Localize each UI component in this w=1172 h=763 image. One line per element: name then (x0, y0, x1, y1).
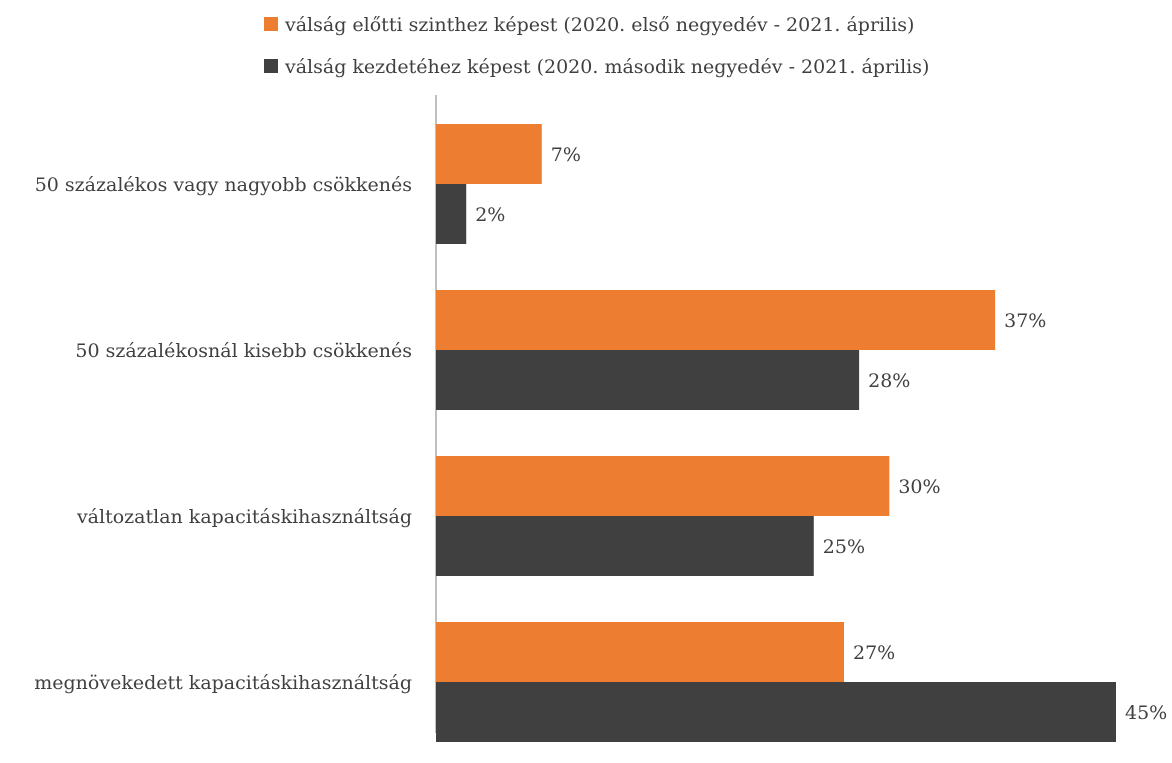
category-labels: 50 százalékos vagy nagyobb csökkenés 50 s… (34, 174, 412, 694)
legend-swatch (264, 59, 278, 73)
bar (436, 124, 542, 184)
data-label: 27% (853, 642, 895, 664)
bar (436, 682, 1116, 742)
bar (436, 184, 467, 244)
legend-label: válság előtti szinthez képest (2020. els… (284, 14, 914, 36)
legend-label: válság kezdetéhez képest (2020. második … (284, 56, 929, 78)
data-label: 30% (898, 476, 940, 498)
category-label: 50 százalékos vagy nagyobb csökkenés (35, 174, 412, 196)
bar (436, 456, 890, 516)
category-label: változatlan kapacitáskihasználtság (76, 506, 412, 528)
data-label: 2% (475, 204, 505, 226)
category-label: megnövekedett kapacitáskihasználtság (34, 672, 412, 694)
bar (436, 350, 860, 410)
bars (436, 124, 1116, 742)
data-label: 37% (1004, 310, 1046, 332)
legend-swatch (264, 17, 278, 31)
bar (436, 290, 996, 350)
category-label: 50 százalékosnál kisebb csökkenés (75, 340, 412, 362)
bar (436, 622, 844, 682)
data-label: 7% (551, 144, 581, 166)
value-labels: 7% 2% 37% 28% 30% 25% 27% 45% (475, 144, 1167, 724)
data-label: 25% (823, 536, 865, 558)
data-label: 45% (1125, 702, 1167, 724)
legend: válság előtti szinthez képest (2020. els… (264, 14, 929, 78)
data-label: 28% (868, 370, 910, 392)
bar (436, 516, 814, 576)
